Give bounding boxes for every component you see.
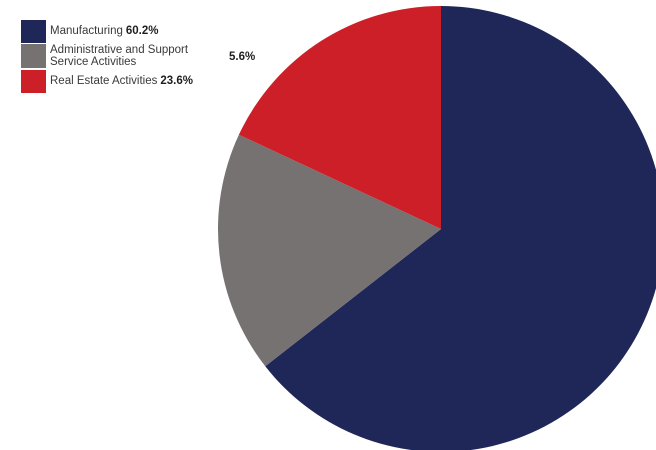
pie-slice-manufacturing	[265, 6, 656, 450]
legend-text-administrative-line2: Service Activities	[50, 56, 137, 68]
legend-value-manufacturing: 60.2%	[125, 25, 159, 37]
legend-item-administrative: Administrative and Support Service Activ…	[21, 43, 271, 70]
legend-label-real-estate: Real Estate Activities 23.6%	[50, 75, 193, 87]
pie-slice-administrative	[217, 134, 441, 367]
legend-swatch-real-estate	[21, 70, 46, 93]
legend-text-manufacturing: Manufacturing	[50, 25, 123, 37]
legend-text-real-estate: Real Estate Activities	[50, 75, 158, 87]
legend-swatch-manufacturing	[21, 20, 46, 43]
legend-value-administrative: 5.6%	[229, 51, 256, 63]
legend-value-real-estate: 23.6%	[160, 75, 193, 87]
legend-item-real-estate: Real Estate Activities 23.6%	[21, 70, 271, 93]
legend-item-manufacturing: Manufacturing 60.2%	[21, 20, 271, 43]
pie-slices	[217, 6, 656, 450]
legend: Manufacturing 60.2% Administrative and Su…	[21, 20, 271, 93]
legend-label-manufacturing: Manufacturing 60.2%	[50, 25, 158, 37]
pie-slice-real-estate	[238, 6, 441, 229]
legend-label-administrative: Administrative and Support Service Activ…	[50, 44, 188, 68]
legend-text-administrative-line1: Administrative and Support	[50, 44, 189, 56]
legend-swatch-administrative	[21, 44, 46, 68]
